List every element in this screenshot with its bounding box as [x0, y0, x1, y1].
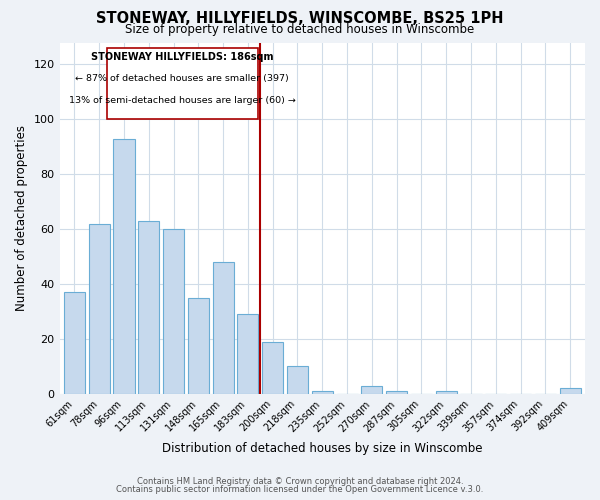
- Text: Size of property relative to detached houses in Winscombe: Size of property relative to detached ho…: [125, 22, 475, 36]
- Bar: [436, 391, 457, 394]
- Text: STONEWAY, HILLYFIELDS, WINSCOMBE, BS25 1PH: STONEWAY, HILLYFIELDS, WINSCOMBE, BS25 1…: [96, 11, 504, 26]
- Bar: [560, 388, 581, 394]
- Bar: [386, 391, 407, 394]
- Bar: [64, 292, 85, 394]
- Text: Contains public sector information licensed under the Open Government Licence v.: Contains public sector information licen…: [116, 485, 484, 494]
- Bar: [113, 138, 134, 394]
- Bar: [312, 391, 333, 394]
- Text: ← 87% of detached houses are smaller (397): ← 87% of detached houses are smaller (39…: [76, 74, 289, 83]
- Bar: [361, 386, 382, 394]
- Text: Contains HM Land Registry data © Crown copyright and database right 2024.: Contains HM Land Registry data © Crown c…: [137, 477, 463, 486]
- Bar: [163, 229, 184, 394]
- Y-axis label: Number of detached properties: Number of detached properties: [15, 125, 28, 311]
- Bar: [212, 262, 233, 394]
- Bar: [238, 314, 259, 394]
- Bar: [287, 366, 308, 394]
- Bar: [89, 224, 110, 394]
- Bar: [188, 298, 209, 394]
- Bar: [262, 342, 283, 394]
- Bar: [138, 221, 160, 394]
- Text: STONEWAY HILLYFIELDS: 186sqm: STONEWAY HILLYFIELDS: 186sqm: [91, 52, 274, 62]
- Text: 13% of semi-detached houses are larger (60) →: 13% of semi-detached houses are larger (…: [69, 96, 296, 105]
- FancyBboxPatch shape: [107, 48, 258, 120]
- X-axis label: Distribution of detached houses by size in Winscombe: Distribution of detached houses by size …: [162, 442, 482, 455]
